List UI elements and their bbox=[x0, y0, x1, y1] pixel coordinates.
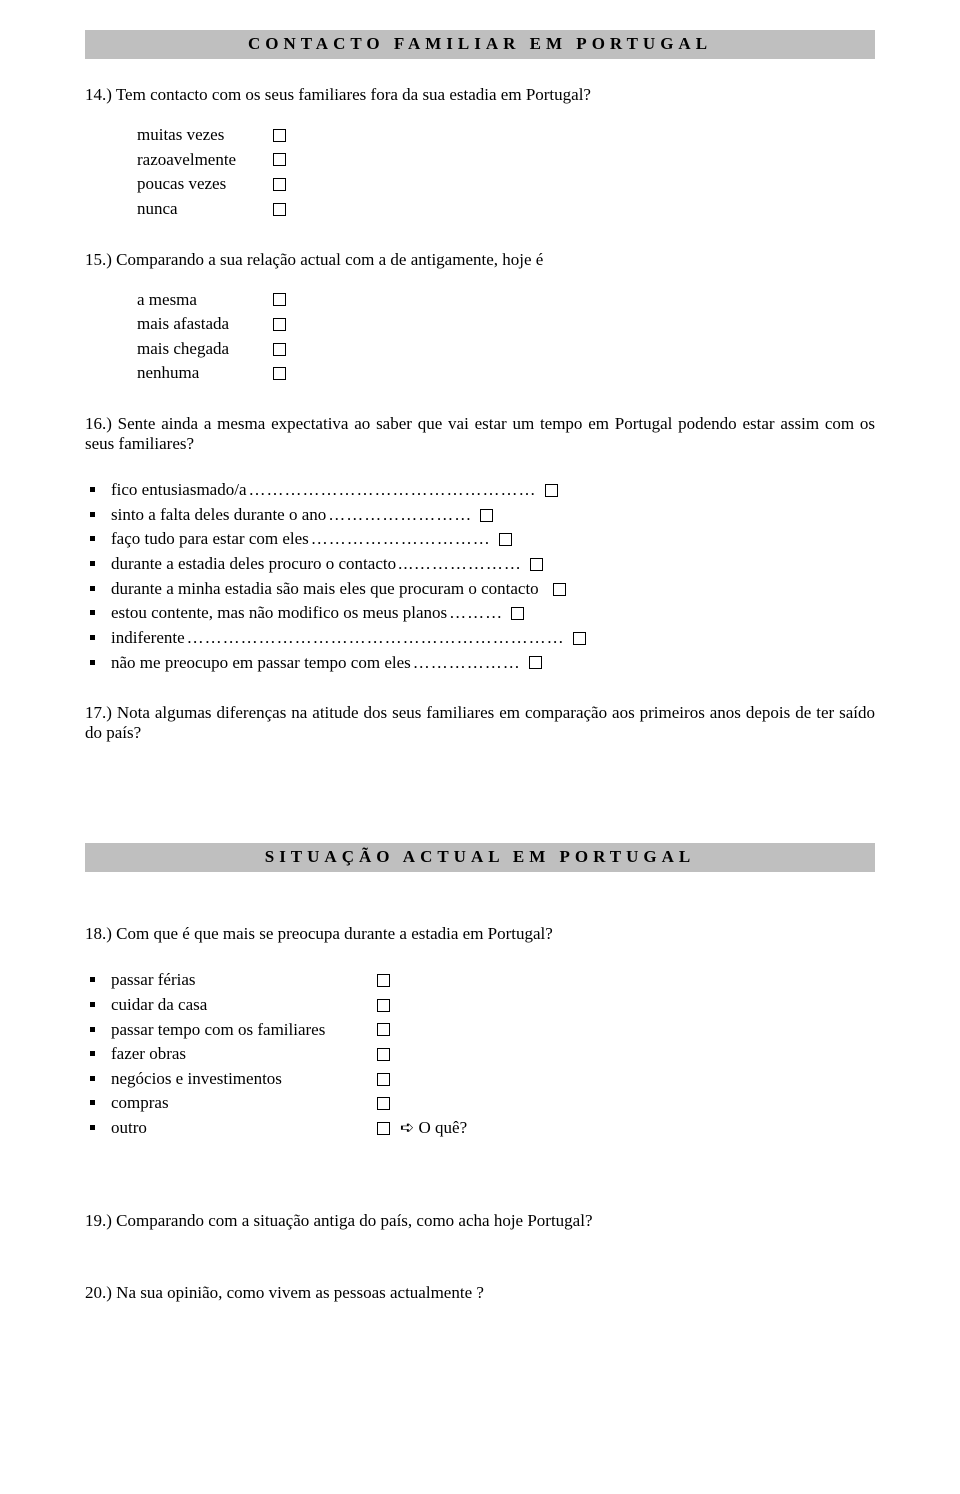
item-label: passar férias bbox=[111, 968, 371, 993]
dots: ……… bbox=[447, 601, 505, 626]
checkbox-icon[interactable] bbox=[573, 632, 586, 645]
item-label: cuidar da casa bbox=[111, 993, 371, 1018]
dots: ……………………………………………………… bbox=[185, 626, 567, 651]
item-label: fico entusiasmado/a bbox=[111, 478, 247, 503]
checkbox-icon[interactable] bbox=[480, 509, 493, 522]
checkbox-icon[interactable] bbox=[499, 533, 512, 546]
list-item: durante a estadia deles procuro o contac… bbox=[107, 552, 875, 577]
q14-option: poucas vezes bbox=[137, 172, 875, 197]
list-item: fico entusiasmado/a ………………………………………… bbox=[107, 478, 875, 503]
dots: ……………… bbox=[411, 651, 523, 676]
section-header-contacto: CONTACTO FAMILIAR EM PORTUGAL bbox=[85, 30, 875, 59]
dots: …………………… bbox=[326, 503, 474, 528]
q15-options: a mesma mais afastada mais chegada nenhu… bbox=[137, 288, 875, 387]
checkbox-icon[interactable] bbox=[377, 999, 390, 1012]
option-label: nenhuma bbox=[137, 361, 267, 386]
checkbox-icon[interactable] bbox=[377, 974, 390, 987]
dots: ………………………… bbox=[309, 527, 493, 552]
question-19: 19.) Comparando com a situação antiga do… bbox=[85, 1211, 875, 1231]
q15-option: nenhuma bbox=[137, 361, 875, 386]
checkbox-icon[interactable] bbox=[273, 178, 286, 191]
item-label: faço tudo para estar com eles bbox=[111, 527, 309, 552]
checkbox-icon[interactable] bbox=[273, 343, 286, 356]
q15-option: mais chegada bbox=[137, 337, 875, 362]
list-item: sinto a falta deles durante o ano ………………… bbox=[107, 503, 875, 528]
list-item: passar tempo com os familiares bbox=[107, 1018, 875, 1043]
item-label: passar tempo com os familiares bbox=[111, 1018, 371, 1043]
checkbox-icon[interactable] bbox=[377, 1023, 390, 1036]
question-18: 18.) Com que é que mais se preocupa dura… bbox=[85, 924, 875, 944]
checkbox-icon[interactable] bbox=[273, 367, 286, 380]
checkbox-icon[interactable] bbox=[545, 484, 558, 497]
item-label: compras bbox=[111, 1091, 371, 1116]
question-17: 17.) Nota algumas diferenças na atitude … bbox=[85, 703, 875, 743]
item-label: fazer obras bbox=[111, 1042, 371, 1067]
checkbox-icon[interactable] bbox=[553, 583, 566, 596]
option-label: a mesma bbox=[137, 288, 267, 313]
q16-list: fico entusiasmado/a ………………………………………… sin… bbox=[85, 478, 875, 675]
checkbox-icon[interactable] bbox=[529, 656, 542, 669]
list-item: outro ➪ O quê? bbox=[107, 1116, 875, 1141]
question-20: 20.) Na sua opinião, como vivem as pesso… bbox=[85, 1283, 875, 1303]
checkbox-icon[interactable] bbox=[511, 607, 524, 620]
dots: ...……………… bbox=[396, 552, 524, 577]
list-item: compras bbox=[107, 1091, 875, 1116]
question-15: 15.) Comparando a sua relação actual com… bbox=[85, 250, 875, 270]
q14-option: nunca bbox=[137, 197, 875, 222]
list-item: faço tudo para estar com eles ………………………… bbox=[107, 527, 875, 552]
option-label: mais chegada bbox=[137, 337, 267, 362]
item-label: indiferente bbox=[111, 626, 185, 651]
checkbox-icon[interactable] bbox=[273, 203, 286, 216]
option-label: poucas vezes bbox=[137, 172, 267, 197]
option-label: muitas vezes bbox=[137, 123, 267, 148]
q15-option: mais afastada bbox=[137, 312, 875, 337]
list-item: durante a minha estadia são mais eles qu… bbox=[107, 577, 875, 602]
checkbox-icon[interactable] bbox=[377, 1122, 390, 1135]
list-item: estou contente, mas não modifico os meus… bbox=[107, 601, 875, 626]
q18-list: passar férias cuidar da casa passar temp… bbox=[85, 968, 875, 1140]
question-14: 14.) Tem contacto com os seus familiares… bbox=[85, 85, 875, 105]
checkbox-icon[interactable] bbox=[273, 129, 286, 142]
item-label: outro bbox=[111, 1116, 371, 1141]
checkbox-icon[interactable] bbox=[273, 318, 286, 331]
list-item: fazer obras bbox=[107, 1042, 875, 1067]
checkbox-icon[interactable] bbox=[377, 1048, 390, 1061]
checkbox-icon[interactable] bbox=[530, 558, 543, 571]
q14-options: muitas vezes razoavelmente poucas vezes … bbox=[137, 123, 875, 222]
option-label: mais afastada bbox=[137, 312, 267, 337]
list-item: negócios e investimentos bbox=[107, 1067, 875, 1092]
item-label: estou contente, mas não modifico os meus… bbox=[111, 601, 447, 626]
checkbox-icon[interactable] bbox=[273, 293, 286, 306]
question-16: 16.) Sente ainda a mesma expectativa ao … bbox=[85, 414, 875, 454]
list-item: não me preocupo em passar tempo com eles… bbox=[107, 651, 875, 676]
q14-option: razoavelmente bbox=[137, 148, 875, 173]
dots: ………………………………………… bbox=[247, 478, 539, 503]
section-header-situacao: SITUAÇÃO ACTUAL EM PORTUGAL bbox=[85, 843, 875, 872]
q15-option: a mesma bbox=[137, 288, 875, 313]
item-label: não me preocupo em passar tempo com eles bbox=[111, 651, 411, 676]
item-label: negócios e investimentos bbox=[111, 1067, 371, 1092]
item-label: durante a minha estadia são mais eles qu… bbox=[111, 577, 539, 602]
list-item: cuidar da casa bbox=[107, 993, 875, 1018]
list-item: passar férias bbox=[107, 968, 875, 993]
trailing-text: ➪ O quê? bbox=[390, 1116, 467, 1141]
q14-option: muitas vezes bbox=[137, 123, 875, 148]
list-item: indiferente ……………………………………………………… bbox=[107, 626, 875, 651]
page: CONTACTO FAMILIAR EM PORTUGAL 14.) Tem c… bbox=[0, 0, 960, 1343]
item-label: sinto a falta deles durante o ano bbox=[111, 503, 326, 528]
item-label: durante a estadia deles procuro o contac… bbox=[111, 552, 396, 577]
option-label: razoavelmente bbox=[137, 148, 267, 173]
checkbox-icon[interactable] bbox=[273, 153, 286, 166]
checkbox-icon[interactable] bbox=[377, 1097, 390, 1110]
checkbox-icon[interactable] bbox=[377, 1073, 390, 1086]
option-label: nunca bbox=[137, 197, 267, 222]
